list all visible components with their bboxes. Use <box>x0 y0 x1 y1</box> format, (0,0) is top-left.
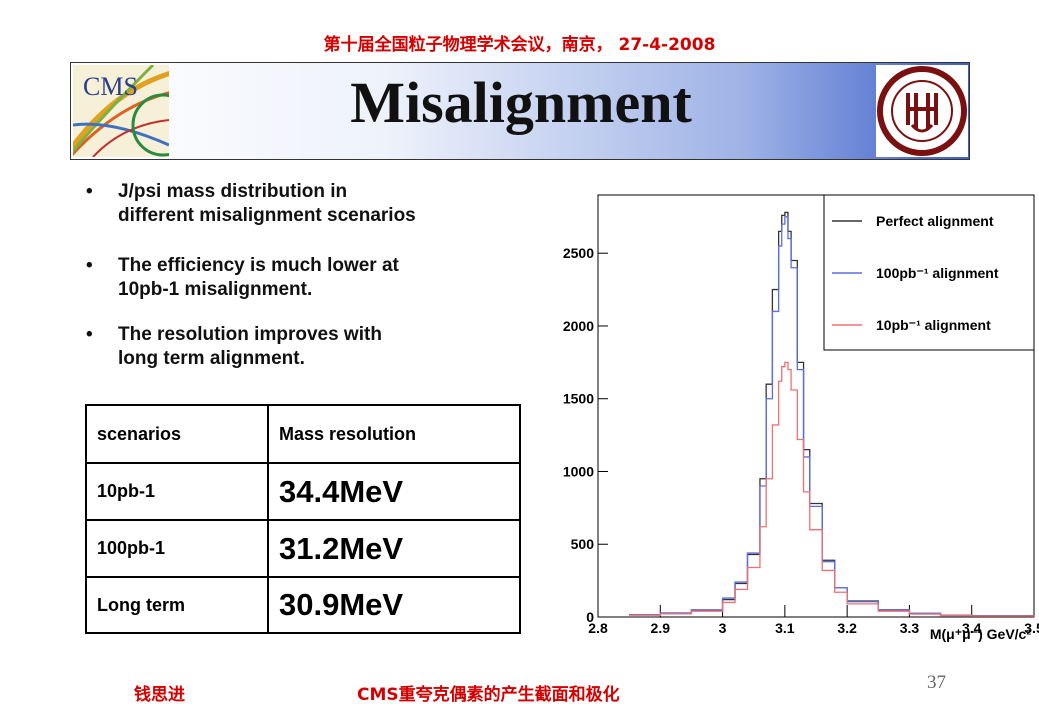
y-tick-label: 0 <box>586 609 594 625</box>
x-tick-label: 3.1 <box>775 620 795 636</box>
y-axis: 0 500 1000 1500 2000 2500 <box>563 245 608 625</box>
table-cell-resolution: 34.4MeV <box>267 462 521 521</box>
x-axis: 2.8 2.9 3 3.1 3.2 3.3 3.4 3.5 <box>588 605 1039 636</box>
y-tick-label: 2500 <box>563 245 594 261</box>
y-tick-label: 1500 <box>563 391 594 407</box>
y-tick-label: 1000 <box>563 463 594 479</box>
footer-talk-title: CMS重夸克偶素的产生截面和极化 <box>357 685 620 705</box>
plot-frame <box>597 194 1035 618</box>
pku-logo <box>876 65 968 157</box>
x-axis-label: M(μ⁺μ⁻) GeV/c² <box>930 626 1031 642</box>
y-tick-label: 2000 <box>563 318 594 334</box>
table-row: 100pb-1 31.2MeV <box>85 519 521 578</box>
bullet-3-line1: The resolution improves with <box>118 324 382 345</box>
x-tick-label: 2.9 <box>651 620 671 636</box>
curves <box>629 211 1035 617</box>
legend-entry: Perfect alignment <box>876 213 994 229</box>
bullet-2-line2: 10pb-1 misalignment. <box>118 279 313 300</box>
bullet-3-line2: long term alignment. <box>118 348 305 369</box>
table-row: 10pb-1 34.4MeV <box>85 462 521 521</box>
cms-logo-text: CMS <box>83 72 138 101</box>
table-row: Long term 30.9MeV <box>85 576 521 634</box>
legend-entry: 100pb⁻¹ alignment <box>876 265 999 281</box>
legend: Perfect alignment 100pb⁻¹ alignment 10pb⁻¹… <box>823 194 1035 351</box>
cms-logo: CMS <box>60 63 195 166</box>
table-cell-scenario: 100pb-1 <box>85 519 269 578</box>
table-cell-scenario: Long term <box>85 576 269 634</box>
table-header-resolution: Mass resolution <box>267 404 521 464</box>
bullet-2-line1: The efficiency is much lower at <box>118 255 399 276</box>
footer-author: 钱思进 <box>134 685 185 705</box>
table-header-row: scenarios Mass resolution <box>85 404 521 464</box>
bullet-1-line2: different misalignment scenarios <box>118 205 416 226</box>
table-cell-resolution: 30.9MeV <box>267 576 521 634</box>
bullet-dot: • <box>86 324 93 345</box>
legend-entry: 10pb⁻¹ alignment <box>876 317 991 333</box>
table-cell-resolution: 31.2MeV <box>267 519 521 578</box>
bullet-1: • J/psi mass distribution in different m… <box>86 180 416 228</box>
page-number: 37 <box>927 672 946 693</box>
x-tick-label: 2.8 <box>588 620 608 636</box>
title-banner: CMS Misalignment <box>60 62 970 166</box>
bullet-2: • The efficiency is much lower at 10pb-1… <box>86 254 399 302</box>
x-tick-label: 3.3 <box>900 620 920 636</box>
x-tick-label: 3.4 <box>962 620 982 636</box>
table-header-scenarios: scenarios <box>85 404 269 464</box>
mass-distribution-chart: 0 500 1000 1500 2000 2500 2.8 2.9 3 3.1 3.2 3.3 3.4… <box>540 188 1039 668</box>
conference-header: 第十届全国粒子物理学术会议，南京， 27-4-2008 <box>323 35 716 55</box>
x-tick-label: 3.2 <box>837 620 857 636</box>
bullet-3: • The resolution improves with long term… <box>86 323 382 371</box>
bullet-1-line1: J/psi mass distribution in <box>118 181 348 202</box>
y-tick-label: 500 <box>571 536 595 552</box>
bullet-dot: • <box>86 181 93 202</box>
resolution-table: scenarios Mass resolution 10pb-1 34.4MeV… <box>85 404 521 634</box>
series-line-2 <box>629 361 1035 617</box>
x-tick-label: 3 <box>719 620 727 636</box>
bullet-dot: • <box>86 255 93 276</box>
x-tick-label: 3.5 <box>1024 620 1039 636</box>
slide-title: Misalignment <box>350 70 692 135</box>
table-cell-scenario: 10pb-1 <box>85 462 269 521</box>
